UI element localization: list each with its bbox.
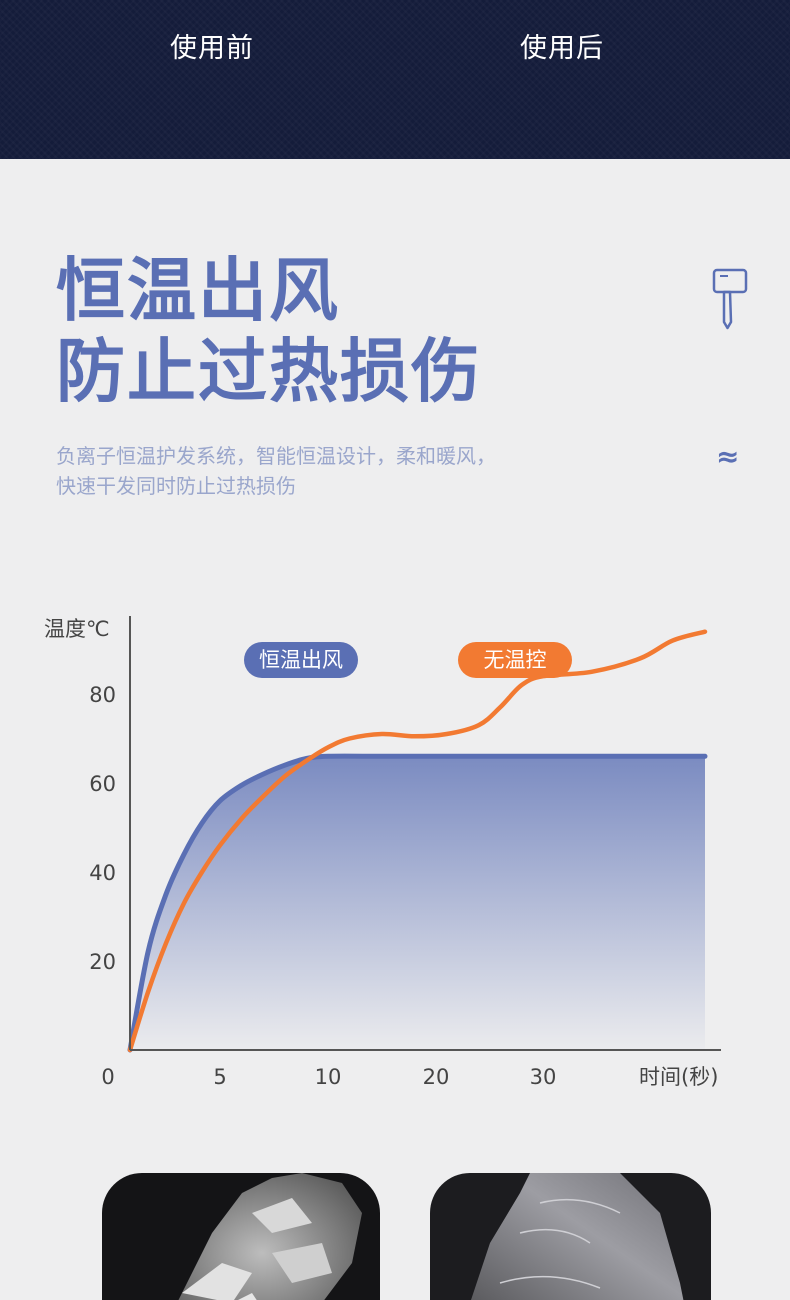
after-label: 使用后 <box>520 33 604 64</box>
x-axis-label: 时间(秒) <box>639 1065 718 1089</box>
hair-after-photo <box>430 1173 711 1300</box>
legend-constant-temp: 恒温出风 <box>244 642 358 678</box>
temperature-chart: 温度℃ 时间(秒) 80 60 40 20 0 5 10 20 30 <box>44 616 721 1089</box>
y-tick-label: 60 <box>89 772 116 796</box>
before-label: 使用前 <box>170 33 254 64</box>
headline-line-2: 防止过热损伤 <box>56 332 482 412</box>
y-axis-label: 温度℃ <box>44 617 110 641</box>
headline-line-1: 恒温出风 <box>56 251 340 331</box>
before-after-banner: 使用前 使用后 <box>0 0 790 159</box>
series-area-0 <box>130 756 705 1050</box>
wave-icon: ≈ <box>716 440 740 473</box>
series-line-0 <box>127 753 708 1053</box>
x-tick-label: 5 <box>213 1065 226 1089</box>
hair-before-photo <box>102 1173 380 1300</box>
description-line-1: 负离子恒温护发系统，智能恒温设计，柔和暖风， <box>56 444 496 468</box>
legend-no-temp-control: 无温控 <box>458 642 572 678</box>
x-tick-label: 30 <box>530 1065 557 1089</box>
y-tick-label: 80 <box>89 683 116 707</box>
x-tick-label: 20 <box>423 1065 450 1089</box>
hair-dryer-icon <box>712 268 748 330</box>
y-tick-label: 20 <box>89 950 116 974</box>
x-tick-label: 0 <box>101 1065 114 1089</box>
description-line-2: 快速干发同时防止过热损伤 <box>56 474 296 498</box>
y-tick-label: 40 <box>89 861 116 885</box>
x-tick-label: 10 <box>315 1065 342 1089</box>
